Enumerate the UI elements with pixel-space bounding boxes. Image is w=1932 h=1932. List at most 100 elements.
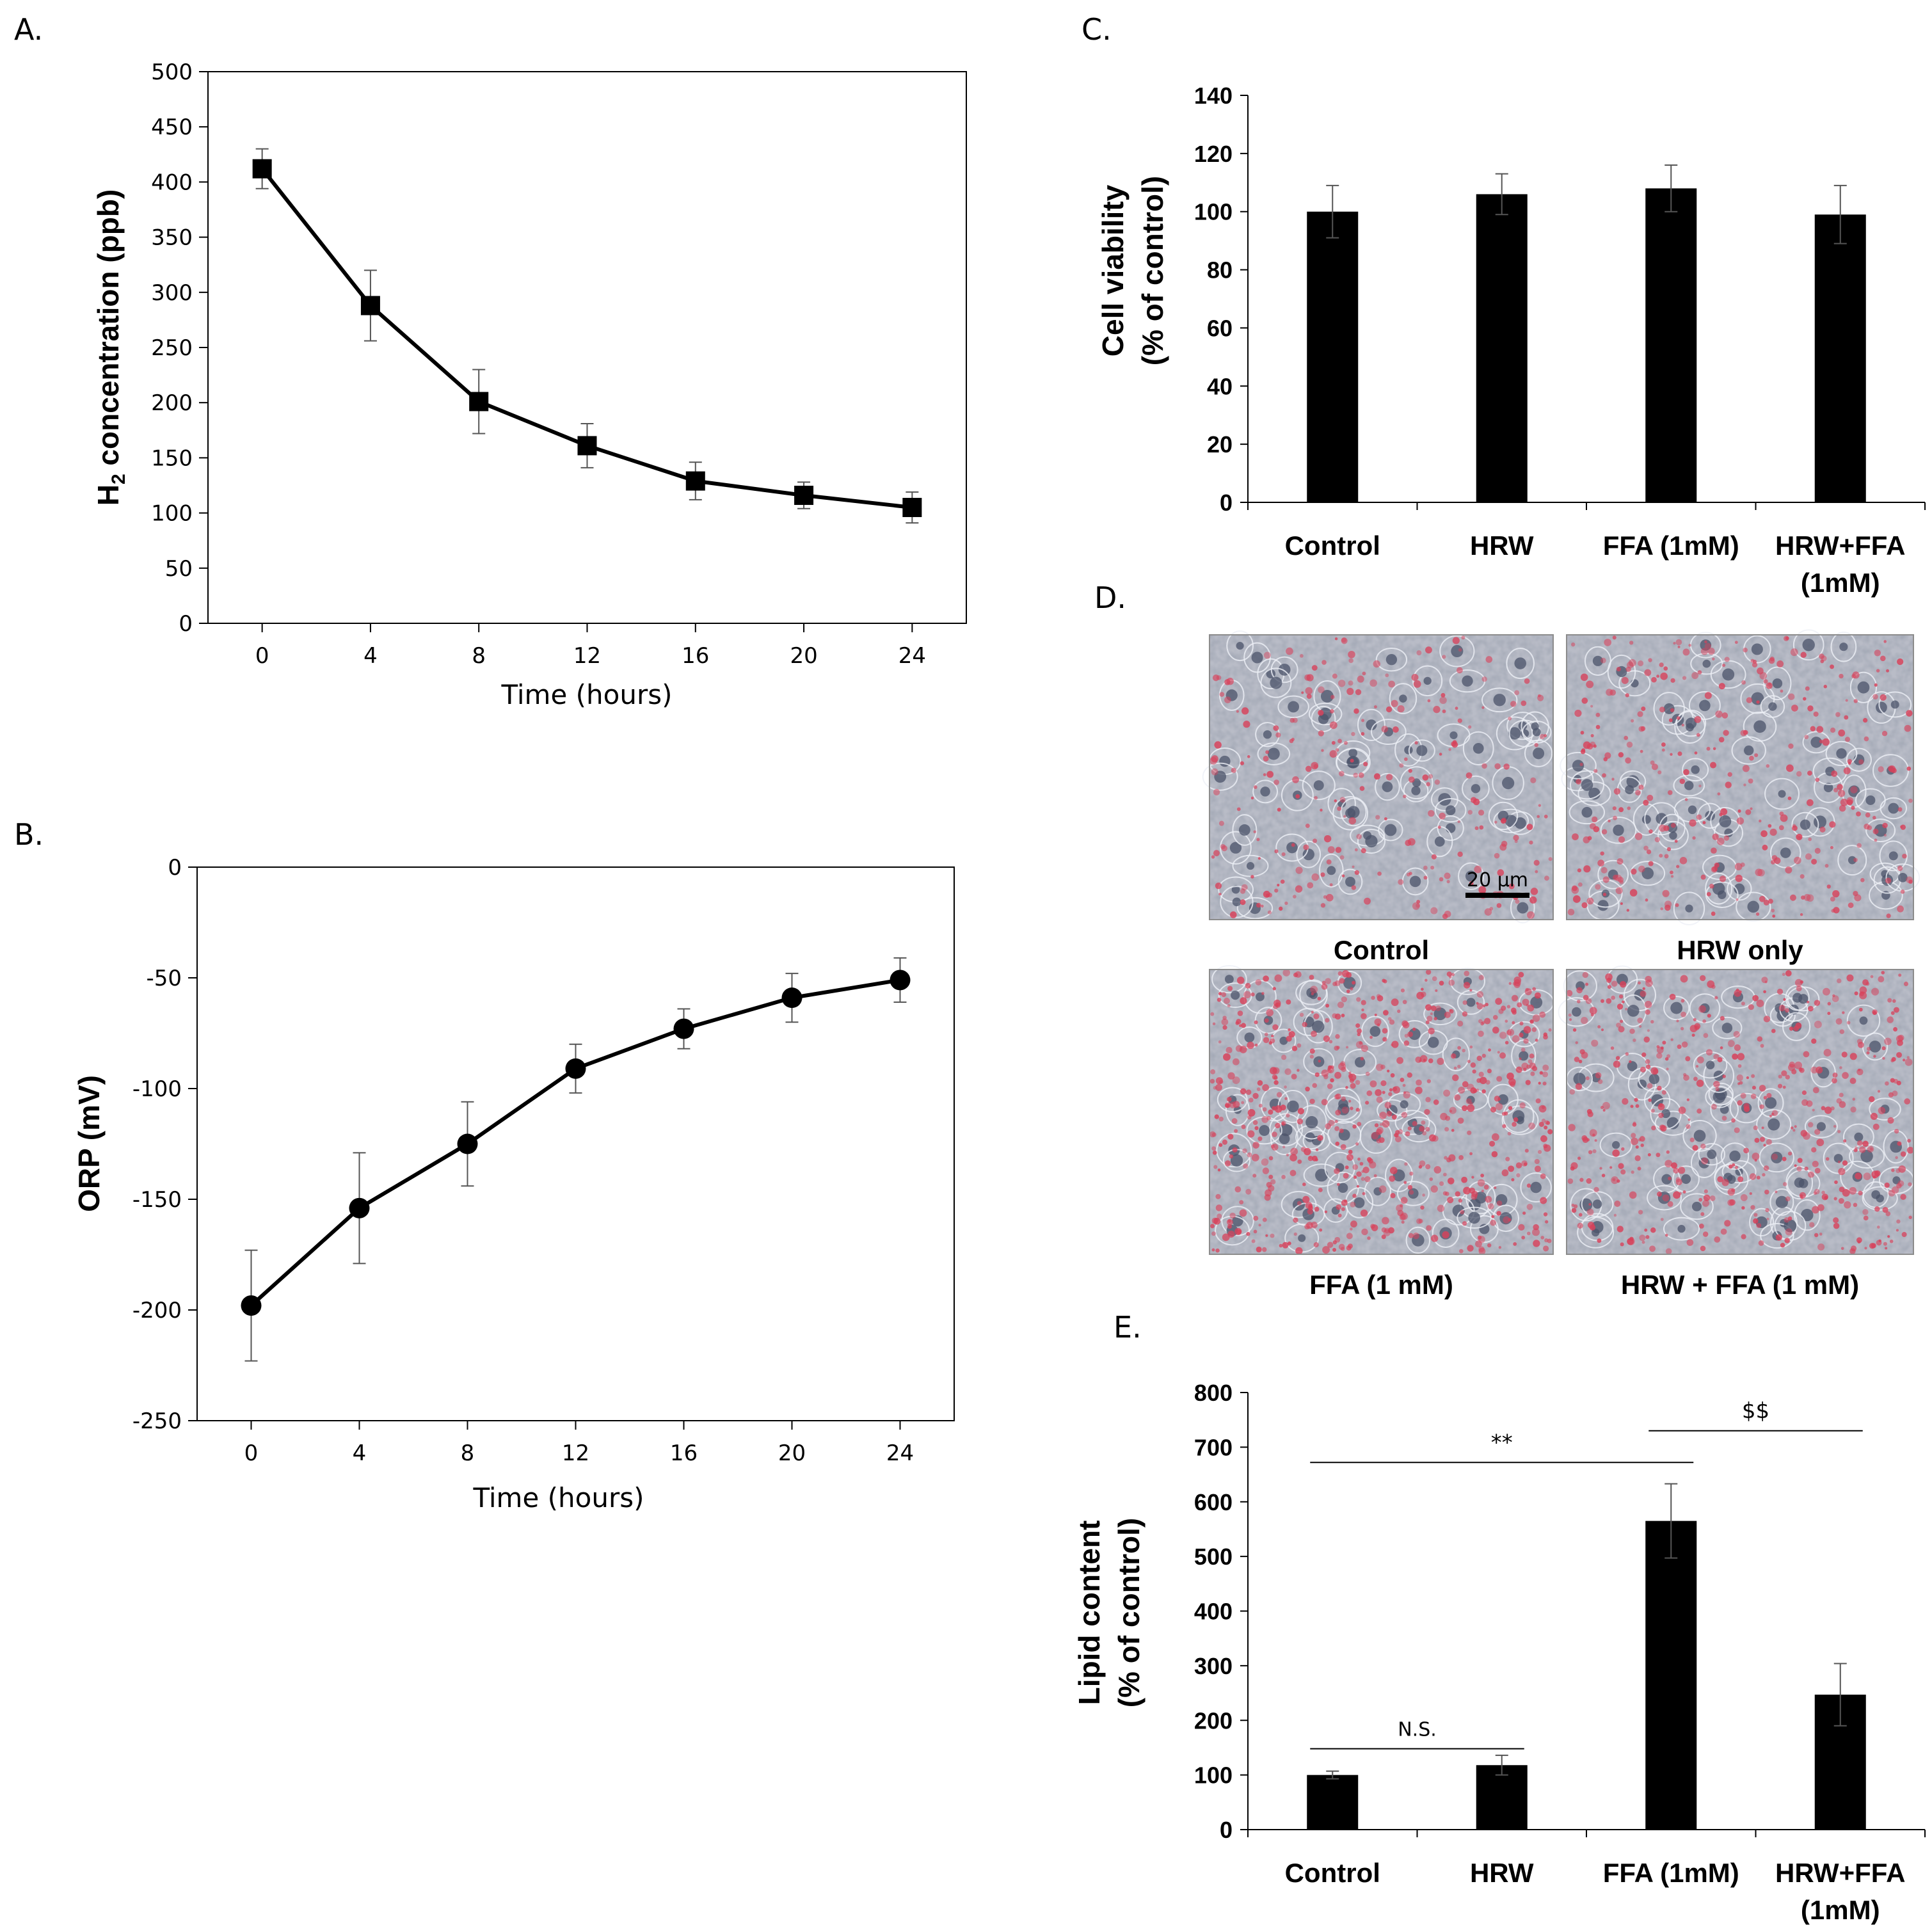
micrograph-lipid-stain xyxy=(1619,981,1627,988)
micrograph-lipid-stain xyxy=(1355,1023,1361,1028)
micrograph-lipid-stain xyxy=(1409,1171,1414,1176)
micrograph-lipid-stain xyxy=(1679,856,1688,865)
micrograph-lipid-stain xyxy=(1527,1004,1535,1012)
micrograph-cell-outline xyxy=(1774,1211,1807,1241)
micrograph-lipid-stain xyxy=(1478,886,1487,894)
micrograph-cell-nucleus xyxy=(1305,1116,1318,1129)
micrograph-lipid-stain xyxy=(1542,1064,1549,1071)
micrograph-lipid-stain xyxy=(1458,1199,1463,1203)
micrograph-cell-nucleus xyxy=(1353,1197,1365,1208)
micrograph-lipid-stain xyxy=(1256,1087,1261,1091)
micrograph-lipid-stain xyxy=(1678,1106,1686,1114)
micrograph-lipid-stain xyxy=(1491,1215,1495,1218)
micrograph-cell-nucleus xyxy=(1337,799,1346,808)
micrograph-lipid-stain xyxy=(1240,761,1245,765)
micrograph-lipid-stain xyxy=(1589,823,1596,830)
chart-b-x-tick-label: 0 xyxy=(244,1441,259,1466)
micrograph-lipid-stain xyxy=(1604,639,1612,646)
micrograph-lipid-stain xyxy=(1827,1012,1831,1016)
micrograph-lipid-stain xyxy=(1274,849,1279,854)
micrograph-lipid-stain xyxy=(1439,753,1442,756)
micrograph-cell-nucleus xyxy=(1302,848,1314,861)
micrograph-lipid-stain xyxy=(1355,1080,1361,1085)
micrograph-lipid-stain xyxy=(1737,1176,1744,1183)
micrograph-lipid-stain xyxy=(1402,1000,1407,1005)
micrograph-lipid-stain xyxy=(1535,870,1538,874)
micrograph-lipid-stain xyxy=(1844,737,1851,742)
micrograph-lipid-stain xyxy=(1272,1024,1279,1030)
micrograph-lipid-stain xyxy=(1858,1190,1863,1196)
micrograph-lipid-stain xyxy=(1272,1067,1280,1074)
micrograph-lipid-stain xyxy=(1839,804,1846,812)
micrograph-lipid-stain xyxy=(1211,1132,1217,1137)
micrograph-lipid-stain xyxy=(1752,1085,1756,1090)
micrograph-cell-outline xyxy=(1597,859,1629,890)
micrograph-lipid-stain xyxy=(1804,735,1809,740)
micrograph-cell-nucleus xyxy=(1347,756,1360,769)
micrograph-lipid-stain xyxy=(1331,740,1336,745)
micrograph-cell-outline xyxy=(1792,629,1824,661)
micrograph-lipid-stain xyxy=(1709,884,1714,889)
micrograph-lipid-stain xyxy=(1369,1080,1377,1088)
micrograph-cell-outline xyxy=(1308,702,1343,726)
micrograph-lipid-stain xyxy=(1859,1146,1866,1153)
micrograph-lipid-stain xyxy=(1838,729,1846,737)
chart-a-data-point xyxy=(685,471,705,491)
micrograph-lipid-stain xyxy=(1335,748,1339,752)
micrograph-lipid-stain xyxy=(1539,733,1545,740)
micrograph-lipid-stain xyxy=(1470,1062,1476,1068)
micrograph-lipid-stain xyxy=(1873,1055,1876,1058)
micrograph-lipid-stain xyxy=(1666,1054,1671,1058)
micrograph-cell-nucleus xyxy=(1890,700,1899,709)
micrograph-lipid-stain xyxy=(1348,680,1353,686)
micrograph-lipid-stain xyxy=(1645,979,1653,987)
micrograph-lipid-stain xyxy=(1397,1009,1401,1013)
micrograph-lipid-stain xyxy=(1352,980,1356,985)
micrograph-lipid-stain xyxy=(1367,1236,1371,1240)
micrograph-cell-nucleus xyxy=(1468,1211,1480,1224)
micrograph-lipid-stain xyxy=(1517,1002,1522,1008)
micrograph-lipid-stain xyxy=(1571,1208,1577,1213)
micrograph-lipid-stain xyxy=(1210,1012,1215,1016)
micrograph-lipid-stain xyxy=(1613,1060,1620,1068)
micrograph-lipid-stain xyxy=(1638,1138,1641,1142)
micrograph-cell-nucleus xyxy=(1857,681,1870,694)
micrograph-lipid-stain xyxy=(1796,770,1802,777)
micrograph-lipid-stain xyxy=(1312,1083,1318,1089)
micrograph-lipid-stain xyxy=(1537,1149,1542,1154)
micrograph-lipid-stain xyxy=(1211,1146,1217,1151)
micrograph-lipid-stain xyxy=(1373,705,1377,709)
micrograph-lipid-stain xyxy=(1763,1096,1768,1100)
micrograph-lipid-stain xyxy=(1757,1036,1763,1042)
micrograph-lipid-stain xyxy=(1727,1040,1735,1048)
micrograph-lipid-stain xyxy=(1348,658,1353,664)
micrograph-lipid-stain xyxy=(1780,814,1788,822)
micrograph-lipid-stain xyxy=(1357,1028,1362,1034)
micrograph-lipid-stain xyxy=(1656,1046,1664,1054)
micrograph-lipid-stain xyxy=(1376,1096,1383,1103)
micrograph-cell-nucleus xyxy=(1768,702,1777,711)
chart-a-data-point xyxy=(469,392,489,411)
micrograph-lipid-stain xyxy=(1890,1058,1894,1062)
micrograph-lipid-stain xyxy=(1721,1115,1727,1121)
micrograph-lipid-stain xyxy=(1679,778,1686,785)
micrograph-lipid-stain xyxy=(1443,1172,1447,1177)
micrograph-cell-nucleus xyxy=(1764,1097,1777,1109)
micrograph-cell-outline xyxy=(1400,766,1433,800)
micrograph-lipid-stain xyxy=(1824,1106,1832,1114)
micrograph-lipid-stain xyxy=(1529,1019,1533,1023)
micrograph-cell-nucleus xyxy=(1338,1099,1348,1110)
micrograph-lipid-stain xyxy=(1807,1122,1814,1128)
micrograph-cell-outline xyxy=(1202,762,1238,791)
micrograph-cell-nucleus xyxy=(1700,639,1712,651)
micrograph-lipid-stain xyxy=(1239,1200,1244,1205)
micrograph-lipid-stain xyxy=(1426,1016,1433,1022)
micrograph-lipid-stain xyxy=(1534,992,1541,999)
micrograph-lipid-stain xyxy=(1361,1228,1368,1236)
micrograph-lipid-stain xyxy=(1698,785,1702,788)
micrograph-lipid-stain xyxy=(1906,766,1912,771)
micrograph-lipid-stain xyxy=(1374,1013,1377,1016)
chart-c-cell-viability: Cell viability (% of control) 0204060801… xyxy=(1096,83,1926,598)
micrograph-lipid-stain xyxy=(1290,1147,1298,1156)
micrograph-cell-outline xyxy=(1423,1002,1457,1026)
